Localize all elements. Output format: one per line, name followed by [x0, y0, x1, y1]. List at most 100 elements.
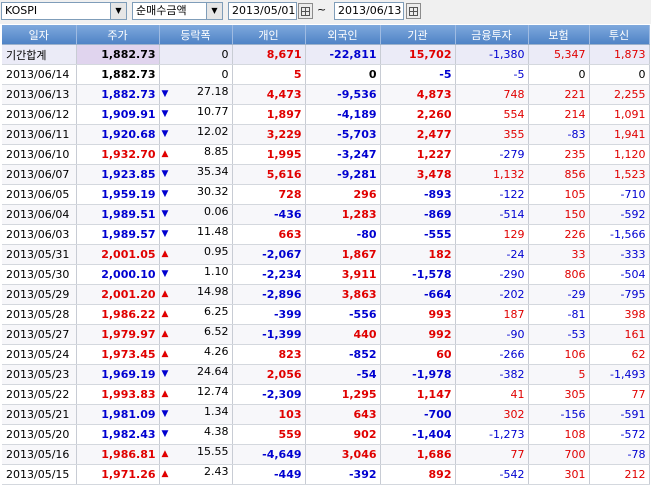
row-trust: 212 [589, 464, 650, 485]
row-trust: -1,566 [589, 224, 650, 245]
investor-trading-table: 일자 주가 등락폭 개인 외국인 기관 금융투자 보험 투신 기간합계 1,882.73 0 8… [2, 25, 650, 485]
metric-select[interactable]: 순매수금액 [132, 2, 207, 20]
row-individual: 1,995 [232, 144, 306, 165]
down-triangle-icon: ▼ [161, 409, 169, 419]
row-trust: -591 [589, 404, 650, 425]
row-change-value: 10.77 [197, 105, 229, 118]
date-to-input[interactable]: 2013/06/13 [334, 2, 404, 20]
row-change: ▼ 35.34 [159, 164, 233, 185]
summary-row[interactable]: 기간합계 1,882.73 0 8,671 -22,811 15,702 -1,… [2, 44, 650, 65]
table-row[interactable]: 2013/06/13 1,882.73 ▼ 27.18 4,473 -9,536 4,873… [2, 84, 650, 105]
table-row[interactable]: 2013/05/31 2,001.05 ▲ 0.95 -2,067 1,867 182 -24… [2, 244, 650, 265]
row-price: 1,920.68 [76, 124, 160, 145]
row-change-value: 30.32 [197, 185, 229, 198]
row-individual: -4,649 [232, 444, 306, 465]
row-institution: 3,478 [380, 164, 456, 185]
row-insurance: 305 [528, 384, 590, 405]
table-row[interactable]: 2013/06/11 1,920.68 ▼ 12.02 3,229 -5,703 2,477… [2, 124, 650, 145]
table-row[interactable]: 2013/05/16 1,986.81 ▲ 15.55 -4,649 3,046 1,686… [2, 444, 650, 465]
row-individual: 2,056 [232, 364, 306, 385]
column-header-foreign[interactable]: 외국인 [305, 25, 381, 45]
row-change: ▼ 11.48 [159, 224, 233, 245]
row-date: 2013/06/13 [2, 84, 77, 105]
table-row[interactable]: 2013/06/03 1,989.57 ▼ 11.48 663 -80 -555 129 226… [2, 224, 650, 245]
row-individual: -436 [232, 204, 306, 225]
row-insurance: 806 [528, 264, 590, 285]
table-row[interactable]: 2013/05/27 1,979.97 ▲ 6.52 -1,399 440 992 -90 -5… [2, 324, 650, 345]
column-header-insurance[interactable]: 보험 [528, 25, 590, 45]
down-triangle-icon: ▼ [161, 369, 169, 379]
date-from-input[interactable]: 2013/05/01 [228, 2, 297, 20]
row-fininv: 748 [455, 84, 529, 105]
row-change-value: 2.43 [204, 465, 229, 478]
row-change-value: 0 [221, 68, 229, 81]
row-foreign: -556 [305, 304, 381, 325]
row-institution: 4,873 [380, 84, 456, 105]
row-fininv: -514 [455, 204, 529, 225]
row-institution: -5 [380, 64, 456, 85]
table-row[interactable]: 2013/05/20 1,982.43 ▼ 4.38 559 902 -1,404 -1,27… [2, 424, 650, 445]
market-select[interactable]: KOSPI [1, 2, 111, 20]
row-insurance: 235 [528, 144, 590, 165]
column-header-individual[interactable]: 개인 [232, 25, 306, 45]
table-row[interactable]: 2013/05/23 1,969.19 ▼ 24.64 2,056 -54 -1,978 -3… [2, 364, 650, 385]
table-row[interactable]: 2013/05/21 1,981.09 ▼ 1.34 103 643 -700 302 -156… [2, 404, 650, 425]
table-row[interactable]: 2013/05/22 1,993.83 ▲ 12.74 -2,309 1,295 1,147… [2, 384, 650, 405]
row-change-value: 4.26 [204, 345, 229, 358]
table-row[interactable]: 2013/06/07 1,923.85 ▼ 35.34 5,616 -9,281 3,478… [2, 164, 650, 185]
row-date: 2013/05/20 [2, 424, 77, 445]
row-institution: -700 [380, 404, 456, 425]
calendar-icon[interactable] [406, 3, 421, 19]
row-price: 1,993.83 [76, 384, 160, 405]
date-to-value: 2013/06/13 [338, 4, 402, 17]
row-fininv: 302 [455, 404, 529, 425]
column-header-trust[interactable]: 투신 [589, 25, 650, 45]
row-fininv: -24 [455, 244, 529, 265]
row-fininv: 554 [455, 104, 529, 125]
calendar-icon[interactable] [298, 3, 313, 19]
table-row[interactable]: 2013/06/10 1,932.70 ▲ 8.85 1,995 -3,247 1,227-… [2, 144, 650, 165]
column-header-change[interactable]: 등락폭 [159, 25, 233, 45]
table-row[interactable]: 2013/05/24 1,973.45 ▲ 4.26 823 -852 60 -266 106 6… [2, 344, 650, 365]
metric-dropdown-button[interactable]: ▼ [206, 2, 223, 20]
row-individual: 559 [232, 424, 306, 445]
table-row[interactable]: 2013/05/15 1,971.26 ▲ 2.43 -449 -392 892 -542 30… [2, 464, 650, 485]
row-change-value: 6.25 [204, 305, 229, 318]
table-row[interactable]: 2013/05/29 2,001.20 ▲ 14.98 -2,896 3,863 -664-… [2, 284, 650, 305]
table-row[interactable]: 2013/06/12 1,909.91 ▼ 10.77 1,897 -4,189 2,260… [2, 104, 650, 125]
table-row[interactable]: 2013/06/14 1,882.73 0 5 0 -5 -5 0 0 [2, 64, 650, 85]
row-change-value: 1.10 [204, 265, 229, 278]
row-foreign: 3,046 [305, 444, 381, 465]
row-trust: 2,255 [589, 84, 650, 105]
market-dropdown-button[interactable]: ▼ [110, 2, 127, 20]
row-date: 2013/05/24 [2, 344, 77, 365]
column-header-institution[interactable]: 기관 [380, 25, 456, 45]
column-header-price[interactable]: 주가 [76, 25, 160, 45]
row-change-value: 14.98 [197, 285, 229, 298]
row-foreign: -392 [305, 464, 381, 485]
row-individual: 823 [232, 344, 306, 365]
column-header-date[interactable]: 일자 [2, 25, 77, 45]
table-row[interactable]: 2013/06/04 1,989.51 ▼ 0.06 -436 1,283 -869 -514… [2, 204, 650, 225]
row-date: 2013/05/29 [2, 284, 77, 305]
row-price: 1,982.43 [76, 424, 160, 445]
up-triangle-icon: ▲ [161, 249, 169, 259]
row-change: ▼ 12.02 [159, 124, 233, 145]
row-price: 1,971.26 [76, 464, 160, 485]
row-date: 2013/06/05 [2, 184, 77, 205]
row-insurance: 214 [528, 104, 590, 125]
row-price: 2,000.10 [76, 264, 160, 285]
row-insurance: -81 [528, 304, 590, 325]
row-price: 1,882.73 [76, 84, 160, 105]
table-row[interactable]: 2013/05/30 2,000.10 ▼ 1.10 -2,234 3,911 -1,578… [2, 264, 650, 285]
row-trust: 0 [589, 64, 650, 85]
row-change: ▲ 0.95 [159, 244, 233, 265]
table-row[interactable]: 2013/05/28 1,986.22 ▲ 6.25 -399 -556 993 187 -81… [2, 304, 650, 325]
row-fininv: -266 [455, 344, 529, 365]
column-header-fininv[interactable]: 금융투자 [455, 25, 529, 45]
table-row[interactable]: 2013/06/05 1,959.19 ▼ 30.32 728 296 -893 -122 10… [2, 184, 650, 205]
row-foreign: 1,867 [305, 244, 381, 265]
row-price: 1,989.57 [76, 224, 160, 245]
row-price: 1,959.19 [76, 184, 160, 205]
row-individual: 663 [232, 224, 306, 245]
